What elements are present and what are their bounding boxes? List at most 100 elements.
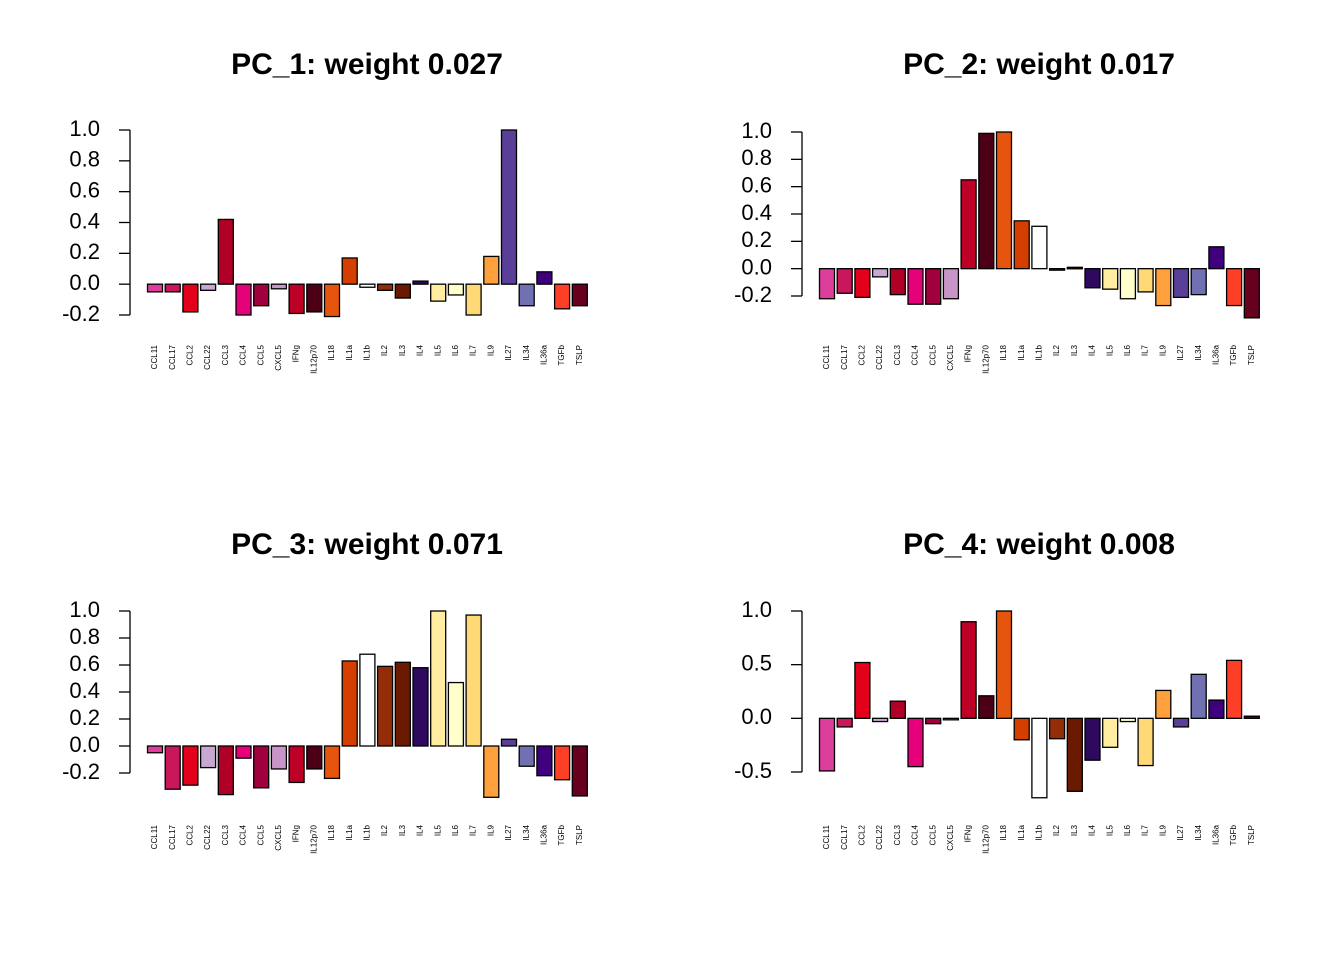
bar (836, 717, 853, 728)
bar (925, 717, 942, 725)
x-tick-label: IL5 (433, 344, 442, 356)
x-tick-label: CCL4 (239, 344, 248, 365)
bar (518, 283, 535, 307)
x-tick-label: CCL5 (928, 344, 937, 365)
x-tick-label: CXCL5 (274, 344, 283, 370)
bar (1172, 717, 1190, 728)
bar (1102, 717, 1119, 748)
bar (412, 280, 429, 285)
x-tick-label: IL4 (1088, 344, 1097, 356)
bar (235, 283, 252, 316)
bar (1190, 268, 1207, 296)
x-tick-label: IL34 (1194, 824, 1203, 840)
x-tick-label: IL18 (327, 824, 336, 840)
x-tick-label: IL1a (345, 344, 354, 360)
x-tick-label: IL3 (1070, 344, 1079, 356)
bar (942, 268, 960, 300)
x-tick-label: TGFb (1229, 344, 1238, 365)
x-tick-label: TSLP (1247, 825, 1256, 845)
x-tick-label: IL27 (1176, 344, 1185, 360)
bar (1066, 717, 1083, 792)
x-tick-label: TGFb (557, 824, 566, 845)
y-tick-label: 0.6 (69, 651, 100, 676)
x-tick-label: IL4 (416, 344, 425, 356)
x-tick-label: IL6 (1123, 344, 1132, 356)
x-tick-label: IL18 (999, 824, 1008, 840)
x-tick-label: IL2 (380, 344, 389, 356)
bar (1066, 266, 1083, 270)
panel: PC_1: weight 0.027 -0.2 0.0 0.2 0.4 0.6 0.8 1.0… (62, 48, 588, 374)
bar (164, 745, 181, 790)
bar (995, 610, 1013, 719)
bar (376, 665, 394, 747)
x-tick-label: IL7 (1141, 824, 1150, 836)
bar (412, 667, 429, 747)
bar (1225, 268, 1243, 307)
bar (430, 610, 447, 747)
bar (871, 717, 889, 723)
bar (500, 129, 518, 285)
bar (925, 268, 942, 305)
bar (217, 218, 234, 285)
chart-title: PC_2: weight 0.017 (903, 48, 1175, 81)
x-tick-label: IL5 (1105, 824, 1114, 836)
bar (217, 745, 234, 796)
y-tick-label: 0.8 (741, 145, 772, 170)
x-tick-label: IFNg (964, 345, 973, 362)
bar (889, 268, 906, 296)
x-tick-label: IL7 (469, 344, 478, 356)
bar (978, 695, 995, 719)
bar (889, 700, 906, 719)
y-tick-label: 0.4 (69, 678, 100, 703)
bar (942, 717, 960, 721)
bar (518, 745, 535, 767)
bar (182, 745, 199, 786)
x-tick-label: IFNg (292, 825, 301, 842)
x-tick-label: IL2 (1052, 344, 1061, 356)
bar (465, 614, 482, 747)
x-tick-label: CCL2 (186, 344, 195, 365)
bar (430, 283, 447, 302)
x-tick-label: IL36a (1212, 824, 1221, 845)
bar (960, 179, 977, 270)
bar (323, 745, 341, 780)
y-tick-label: 0.0 (69, 732, 100, 757)
x-tick-label: IL12p70 (309, 344, 318, 373)
bar (341, 257, 358, 285)
x-tick-label: IL2 (380, 824, 389, 836)
y-tick-label: 0.2 (69, 705, 100, 730)
y-tick-label: 1.0 (741, 597, 772, 622)
y-tick-label: -0.5 (734, 758, 772, 783)
bar (483, 745, 500, 798)
bar (376, 283, 394, 291)
x-tick-label: IL36a (540, 824, 549, 845)
x-tick-label: IL9 (1158, 344, 1167, 356)
x-tick-label: IL1a (1017, 344, 1026, 360)
x-tick-label: CCL3 (221, 344, 230, 365)
y-tick-label: 1.0 (69, 116, 100, 141)
bar (447, 283, 465, 296)
x-tick-label: CCL4 (911, 824, 920, 845)
x-tick-label: CCL11 (822, 824, 831, 849)
bar (1155, 689, 1172, 719)
bar (146, 745, 164, 754)
bar (1031, 717, 1048, 799)
bar (164, 283, 181, 293)
bar (571, 283, 588, 307)
y-tick-label: 0.4 (741, 200, 772, 225)
x-tick-label: IL6 (451, 344, 460, 356)
x-tick-label: CCL22 (875, 344, 884, 369)
bar (146, 283, 164, 293)
bar (359, 653, 376, 747)
bar (447, 681, 465, 747)
bar (306, 283, 323, 313)
x-tick-label: CCL11 (150, 824, 159, 849)
bar (1190, 673, 1207, 719)
bar (1137, 268, 1154, 293)
bar (871, 268, 889, 278)
x-tick-label: IL3 (398, 344, 407, 356)
bar (1208, 246, 1225, 270)
x-tick-label: IL9 (1158, 824, 1167, 836)
x-tick-label: CCL11 (150, 344, 159, 369)
